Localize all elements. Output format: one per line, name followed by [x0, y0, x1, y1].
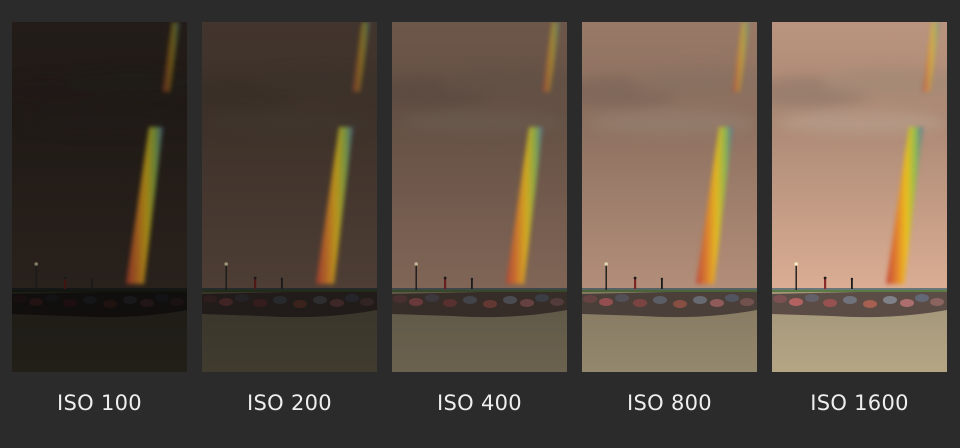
photo-panel: [202, 22, 377, 372]
iso-label: ISO 400: [437, 391, 522, 415]
rock-jetty: [582, 290, 757, 318]
iso-label: ISO 1600: [810, 391, 909, 415]
person-silhouette: [633, 276, 664, 289]
person-silhouette: [443, 276, 474, 289]
cloud-band: [12, 68, 187, 134]
sky: [202, 22, 377, 292]
rock-jetty: [772, 290, 947, 318]
photo-panel: [12, 22, 187, 372]
lamp-post: [604, 262, 608, 290]
iso-label: ISO 100: [57, 391, 142, 415]
iso-label: ISO 200: [247, 391, 332, 415]
person-silhouette: [63, 276, 94, 289]
rainbow-streak: [696, 22, 750, 284]
photo-image: [772, 22, 947, 372]
lamp-post: [414, 262, 418, 290]
rock-jetty: [12, 290, 187, 318]
cloud-band: [582, 68, 757, 134]
photo-panel: [772, 22, 947, 372]
rock-jetty: [202, 290, 377, 318]
rainbow-streak: [316, 22, 370, 284]
sky: [582, 22, 757, 292]
sky: [392, 22, 567, 292]
photo-image: [582, 22, 757, 372]
sky: [12, 22, 187, 292]
rock-jetty: [392, 290, 567, 318]
iso-label: ISO 800: [627, 391, 712, 415]
lamp-post: [34, 262, 38, 290]
person-silhouette: [253, 276, 284, 289]
cloud-band: [202, 68, 377, 134]
rainbow-streak: [126, 22, 180, 284]
photo-image: [12, 22, 187, 372]
lamp-post: [794, 262, 798, 290]
cloud-band: [392, 68, 567, 134]
person-silhouette: [823, 276, 854, 289]
photo-panel: [392, 22, 567, 372]
cloud-band: [772, 68, 947, 134]
photo-panel: [582, 22, 757, 372]
rainbow-streak: [506, 22, 560, 284]
lamp-post: [224, 262, 228, 290]
photo-image: [392, 22, 567, 372]
photo-image: [202, 22, 377, 372]
sky: [772, 22, 947, 292]
rainbow-streak: [886, 22, 940, 284]
